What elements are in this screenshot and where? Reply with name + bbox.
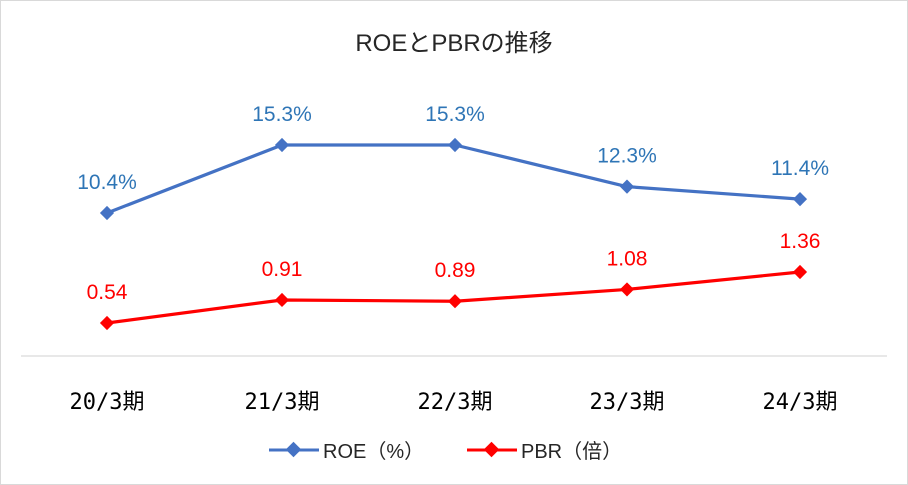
roe-line — [106, 143, 801, 215]
pbr-point — [99, 315, 115, 331]
legend-pbr-marker — [483, 441, 500, 458]
pbr-data-label: 1.36 — [780, 230, 821, 253]
roe-data-label: 15.3% — [252, 103, 312, 126]
category-label: 21/3期 — [245, 390, 320, 415]
category-label: 20/3期 — [70, 390, 145, 415]
legend-roe-label: ROE（%） — [323, 440, 424, 463]
pbr-data-label: 1.08 — [607, 247, 648, 270]
chart-title: ROEとPBRの推移 — [355, 30, 552, 57]
pbr-point — [619, 282, 635, 297]
roe-point — [792, 192, 808, 207]
category-label: 23/3期 — [590, 390, 665, 415]
category-label: 24/3期 — [763, 390, 838, 415]
pbr-point — [792, 264, 808, 280]
category-labels: 20/3期 21/3期 22/3期 23/3期 24/3期 — [70, 390, 838, 415]
pbr-point — [447, 294, 463, 309]
roe-data-label: 12.3% — [597, 145, 657, 168]
roe-data-label: 15.3% — [425, 103, 485, 126]
series-pbr: 0.54 0.91 0.89 1.08 1.36 — [87, 230, 821, 331]
roe-data-label: 11.4% — [771, 157, 829, 180]
roe-point — [447, 137, 463, 153]
series-roe: 10.4% 15.3% 15.3% 12.3% 11.4% — [77, 103, 829, 221]
legend: ROE（%） PBR（倍） — [269, 440, 622, 463]
pbr-data-label: 0.89 — [435, 259, 476, 282]
roe-point — [99, 205, 115, 221]
roe-point — [274, 137, 290, 153]
pbr-data-label: 0.54 — [87, 281, 128, 304]
pbr-data-label: 0.91 — [262, 258, 303, 281]
pbr-point — [274, 292, 290, 308]
roe-point — [619, 179, 635, 194]
category-label: 22/3期 — [418, 390, 493, 415]
legend-roe-marker — [285, 441, 302, 458]
legend-pbr-label: PBR（倍） — [521, 440, 622, 463]
roe-data-label: 10.4% — [77, 171, 137, 194]
